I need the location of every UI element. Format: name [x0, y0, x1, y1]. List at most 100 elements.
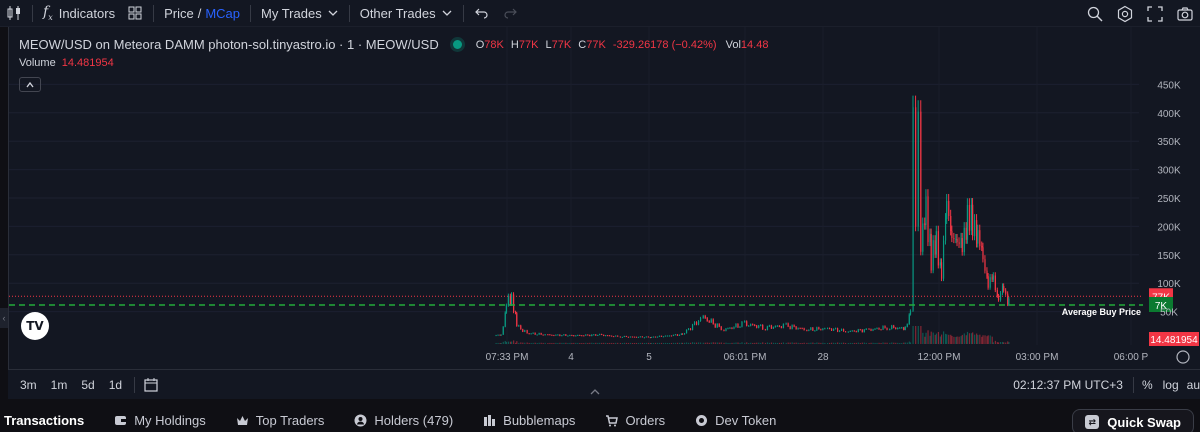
volume-bar: [950, 334, 952, 344]
volume-bar: [599, 342, 601, 344]
candle-body: [509, 295, 512, 305]
candle-body: [526, 330, 528, 334]
volume-legend-label: Volume: [19, 57, 56, 69]
range-1d-button[interactable]: 1d: [108, 377, 123, 392]
volume-bar: [635, 342, 638, 344]
volume-bar: [748, 342, 750, 344]
candle-body: [1008, 298, 1010, 305]
candle-body: [631, 336, 634, 338]
close-key: C: [578, 38, 587, 51]
volume-bar: [754, 342, 756, 344]
redo-button[interactable]: [496, 0, 524, 27]
candle-body: [760, 324, 762, 326]
candle-body: [991, 277, 993, 280]
tab-label: Top Traders: [255, 412, 325, 428]
candle-body: [884, 326, 886, 329]
volume-bar: [750, 342, 752, 344]
candle-body: [720, 326, 722, 330]
candle-body: [725, 328, 727, 331]
volume-bar: [542, 342, 544, 344]
quick-search-button[interactable]: [1080, 0, 1110, 27]
volume-bar: [948, 334, 950, 344]
volume-bar: [853, 342, 855, 344]
symbol-title: MEOW/USD on Meteora DAMM photon-sol.tiny…: [19, 37, 439, 52]
settings-button[interactable]: [1110, 0, 1140, 27]
volume-bar: [712, 342, 714, 344]
chevron-up-icon[interactable]: [588, 388, 602, 396]
candle-body: [629, 336, 632, 338]
left-panel-handle[interactable]: ‹: [0, 308, 8, 328]
tab-orders[interactable]: Orders: [605, 413, 665, 428]
tab-label: Transactions: [4, 412, 85, 428]
candle-body: [561, 335, 563, 337]
range-1m-button[interactable]: 1m: [50, 377, 68, 392]
volume-bar: [932, 332, 934, 344]
candle-body: [940, 262, 943, 279]
volume-tag: [1149, 332, 1199, 346]
candle-body: [536, 334, 538, 336]
candle-body: [654, 336, 657, 338]
price-mcap-toggle[interactable]: Price / MCap: [158, 0, 246, 27]
layout-button[interactable]: [121, 0, 149, 27]
volume-bar: [920, 326, 922, 344]
candle-body: [849, 330, 851, 332]
tab-top-traders[interactable]: Top Traders: [236, 412, 325, 428]
candle-body: [922, 223, 924, 252]
candle-body: [997, 296, 1000, 301]
volume-bar: [706, 342, 708, 344]
tab-transactions[interactable]: Transactions: [4, 413, 84, 428]
quick-swap-button[interactable]: ⇄ Quick Swap: [1072, 409, 1194, 432]
candle-body: [591, 334, 593, 337]
candle-body: [674, 334, 677, 336]
volume-bar: [681, 342, 684, 344]
fullscreen-button[interactable]: [1140, 0, 1170, 27]
tab-dev-token[interactable]: Dev Token: [695, 413, 776, 428]
volume-bar: [797, 342, 799, 344]
other-trades-dropdown[interactable]: Other Trades: [354, 0, 459, 27]
volume-bar: [977, 335, 979, 344]
my-trades-dropdown[interactable]: My Trades: [255, 0, 345, 27]
calendar-icon[interactable]: [143, 377, 159, 393]
volume-bar: [999, 341, 1002, 344]
volume-bar: [872, 342, 874, 344]
volume-bar: [927, 330, 929, 344]
indicators-button[interactable]: fx Indicators: [37, 0, 121, 27]
candle-body: [530, 333, 532, 335]
undo-button[interactable]: [468, 0, 496, 27]
volume-bar: [505, 341, 508, 344]
range-5d-button[interactable]: 5d: [81, 377, 95, 392]
tab-bubblemaps[interactable]: Bubblemaps: [483, 413, 575, 428]
axis-settings-icon: [1176, 350, 1190, 364]
percent-toggle[interactable]: %: [1141, 378, 1153, 392]
tradingview-logo[interactable]: TV: [21, 312, 49, 340]
tab-holders[interactable]: Holders (479): [354, 413, 453, 428]
volume-bar: [495, 342, 497, 344]
candle-style-button[interactable]: [0, 0, 28, 27]
candle-body: [505, 305, 508, 313]
candle-body: [829, 328, 831, 330]
candle-body: [497, 334, 499, 336]
volume-bar: [996, 342, 998, 344]
volume-bar: [557, 342, 559, 344]
volume-bar: [567, 342, 569, 344]
candle-body: [839, 330, 841, 332]
volume-bar: [934, 334, 936, 344]
auto-toggle[interactable]: au: [1186, 378, 1200, 392]
candle-body: [882, 326, 884, 330]
volume-bar: [685, 342, 688, 344]
undo-icon: [474, 8, 488, 19]
volume-bar: [664, 342, 667, 344]
candle-body: [681, 333, 684, 335]
tab-my-holdings[interactable]: My Holdings: [114, 413, 206, 428]
range-3m-button[interactable]: 3m: [20, 377, 37, 392]
collapse-legend-button[interactable]: [19, 77, 41, 92]
candle-body: [934, 240, 936, 255]
screenshot-button[interactable]: [1170, 0, 1200, 27]
volume-bar: [695, 342, 698, 344]
volume-bar: [650, 342, 653, 344]
volume-bar: [704, 342, 706, 344]
quick-swap-label: Quick Swap: [1107, 414, 1181, 430]
log-toggle[interactable]: log: [1162, 378, 1179, 392]
